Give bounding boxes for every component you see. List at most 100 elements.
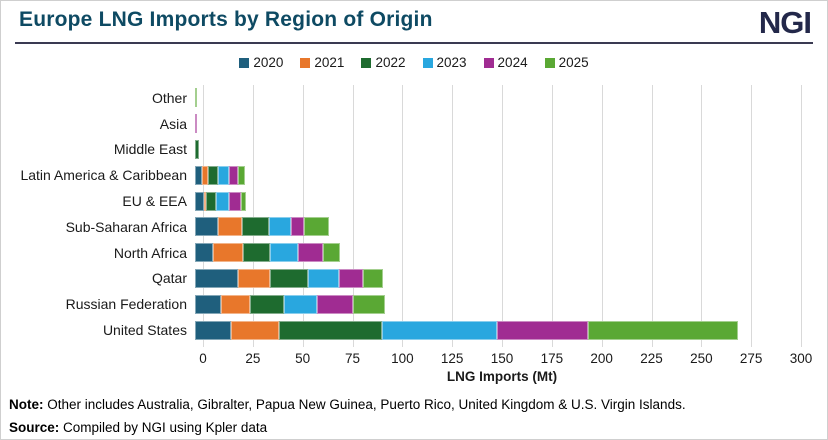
- category-label: EU & EEA: [122, 193, 187, 210]
- bar-segment-2023: [283, 294, 317, 314]
- bar-track: [195, 165, 793, 185]
- legend: 2020 2021 2022 2023 2024 2025: [1, 55, 827, 70]
- bar-segment-2020: [195, 294, 221, 314]
- source-body: Compiled by NGI using Kpler data: [59, 420, 268, 435]
- bar-row: Sub-Saharan Africa: [1, 214, 828, 240]
- bar-row: Middle East: [1, 137, 828, 163]
- bar-segment-2022: [278, 320, 383, 340]
- bar-segment-2025: [363, 268, 384, 288]
- x-tick-label-0: 0: [199, 351, 207, 366]
- bar-segment-2025: [587, 320, 739, 340]
- bar-segment-2022: [205, 191, 216, 211]
- bar-track: [195, 320, 793, 340]
- bar-segment-2023: [217, 165, 229, 185]
- bar-segment-2024: [496, 320, 588, 340]
- bar-segment-2022: [249, 294, 284, 314]
- header: Europe LNG Imports by Region of Origin N…: [1, 1, 827, 41]
- legend-label-2021: 2021: [314, 55, 345, 70]
- bar-segment-2025: [353, 294, 386, 314]
- legend-swatch-2025: [544, 57, 555, 68]
- legend-item-2024: 2024: [483, 55, 528, 70]
- category-label: Asia: [159, 115, 187, 132]
- bar-segment-2020: [195, 217, 218, 237]
- bar-row: Russian Federation: [1, 291, 828, 317]
- bar-segment-2020: [195, 165, 202, 185]
- x-tick-label-275: 275: [739, 351, 763, 366]
- bar-segment-2021: [203, 191, 206, 211]
- x-tick-label-125: 125: [440, 351, 464, 366]
- bar-track: [195, 114, 793, 134]
- bar-segment-2025: [303, 217, 329, 237]
- bar-segment-2022: [207, 165, 218, 185]
- bar-row: Asia: [1, 111, 828, 137]
- bar-segment-2023: [269, 243, 298, 263]
- x-tick-label-75: 75: [344, 351, 361, 366]
- bar-segment-2021: [212, 243, 243, 263]
- bar-track: [195, 217, 793, 237]
- legend-label-2025: 2025: [558, 55, 589, 70]
- x-axis-label: LNG Imports (Mt): [446, 369, 558, 384]
- bar-segment-2023: [268, 217, 291, 237]
- legend-item-2023: 2023: [422, 55, 467, 70]
- bar-segment-2025: [240, 191, 246, 211]
- bar-segment-2022: [242, 243, 270, 263]
- legend-label-2020: 2020: [253, 55, 284, 70]
- x-tick-label-200: 200: [590, 351, 613, 366]
- bar-segment-2025: [237, 165, 245, 185]
- bar-segment-2024: [228, 165, 238, 185]
- source-label: Source:: [9, 420, 60, 435]
- x-tick-label-225: 225: [640, 351, 663, 366]
- bar-segment-2024: [290, 217, 304, 237]
- bar-segment-2023: [215, 191, 229, 211]
- bar-track: [195, 139, 793, 159]
- x-tick-label-175: 175: [540, 351, 564, 366]
- bar-segment-2024: [228, 191, 241, 211]
- category-label: Other: [151, 89, 187, 106]
- bar-segment-2023: [382, 320, 497, 340]
- bar-segment-2022: [241, 217, 269, 237]
- category-label: Russian Federation: [65, 296, 187, 313]
- bar-row: North Africa: [1, 240, 828, 266]
- bar-segment-2020: [195, 243, 213, 263]
- legend-swatch-2023: [422, 57, 433, 68]
- bar-segment-2021: [220, 294, 250, 314]
- x-tick-label-250: 250: [690, 351, 713, 366]
- category-label: Qatar: [151, 270, 187, 287]
- bar-track: [195, 191, 793, 211]
- legend-swatch-2020: [239, 57, 250, 68]
- legend-label-2024: 2024: [497, 55, 528, 70]
- x-tick-label-100: 100: [391, 351, 414, 366]
- x-tick-label-25: 25: [245, 351, 261, 366]
- category-label: Middle East: [113, 141, 187, 158]
- category-label: United States: [102, 322, 187, 339]
- legend-swatch-2021: [300, 57, 311, 68]
- x-tick-label-150: 150: [490, 351, 514, 366]
- legend-label-2023: 2023: [436, 55, 467, 70]
- bar-row: Latin America & Caribbean: [1, 162, 828, 188]
- bar-track: [195, 268, 793, 288]
- bar-rows: Other Asia Middle East Latin America & Cari…: [1, 85, 828, 343]
- legend-label-2022: 2022: [375, 55, 406, 70]
- category-label: Sub-Saharan Africa: [65, 218, 187, 235]
- bar-track: [195, 88, 793, 108]
- bar-segment-2021: [230, 320, 279, 340]
- note-label: Note:: [9, 397, 44, 412]
- bar-segment-2021: [217, 217, 242, 237]
- bar-segment-2025: [322, 243, 341, 263]
- bar-segment-2020: [195, 268, 238, 288]
- bar-track: [195, 294, 793, 314]
- source-text: Source: Compiled by NGI using Kpler data: [9, 420, 267, 435]
- legend-swatch-2022: [361, 57, 372, 68]
- header-divider: [15, 42, 813, 44]
- x-tick-label-300: 300: [789, 351, 813, 366]
- category-label: North Africa: [113, 244, 187, 261]
- bar-row: Other: [1, 85, 828, 111]
- bar-segment-2024: [339, 268, 364, 288]
- note-text: Note: Other includes Australia, Gibralte…: [9, 397, 686, 412]
- x-tick-label-50: 50: [295, 351, 311, 366]
- legend-item-2020: 2020: [239, 55, 283, 70]
- bar-segment-2021: [201, 165, 208, 185]
- bar-track: [195, 243, 793, 263]
- note-body: Other includes Australia, Gibralter, Pap…: [43, 397, 686, 412]
